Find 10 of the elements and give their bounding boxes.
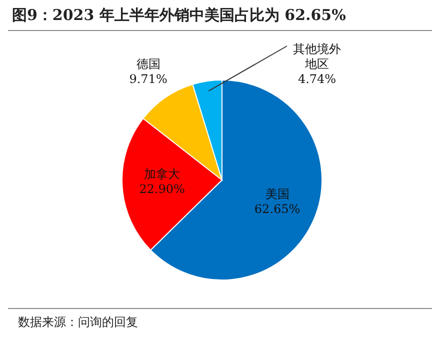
slice-label: 加拿大: [143, 167, 182, 182]
data-label: 9.71%: [128, 72, 168, 87]
source-note: 数据来源：问询的回复: [18, 314, 138, 331]
slice-label: 其他境外地区: [292, 42, 342, 72]
data-label: 22.90%: [138, 182, 186, 198]
data-label: 62.65%: [253, 202, 302, 218]
chart-title: 图9：2023 年上半年外销中美国占比为 62.65%: [12, 6, 346, 25]
data-label: 4.74%: [296, 72, 338, 87]
slice-label: 德国: [135, 56, 162, 72]
slice-label: 美国: [264, 187, 290, 202]
